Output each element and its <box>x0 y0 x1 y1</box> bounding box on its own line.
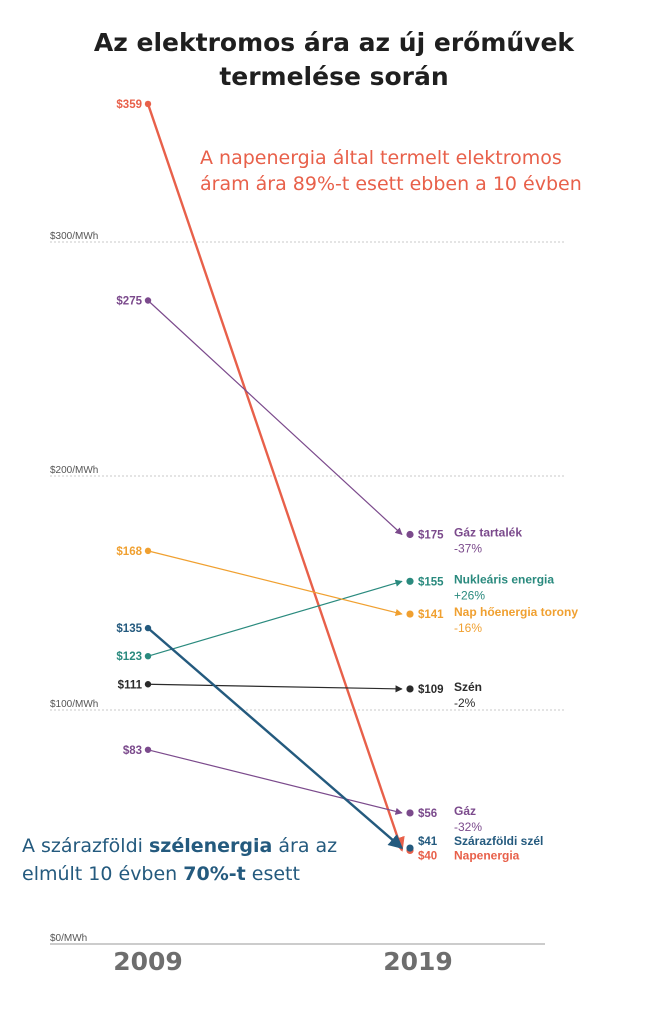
series-change-5: -32% <box>454 820 482 834</box>
end-point-6 <box>406 844 414 852</box>
series-line-5 <box>147 749 403 815</box>
wind-annotation-line-2: elmúlt 10 évben 70%-t esett <box>22 860 382 888</box>
series-lines <box>144 100 414 855</box>
grid-layer: $0/MWh $100/MWh $200/MWh $300/MWh 2009 2019 <box>50 231 565 976</box>
series-change-3: -16% <box>454 621 482 635</box>
end-point-1 <box>406 530 414 539</box>
end-point-4 <box>406 685 414 693</box>
start-value-label-2: $123 <box>116 651 142 663</box>
solar-annotation: A napenergia által termelt elektromos ár… <box>200 145 640 197</box>
wind-annotation-text-d: elmúlt 10 évben <box>22 863 184 885</box>
start-point-2 <box>144 652 152 660</box>
y-tick-label-0: $0/MWh <box>50 933 87 944</box>
end-point-3 <box>406 610 414 618</box>
start-point-6 <box>144 624 152 632</box>
end-value-label-5: $56 <box>418 808 437 820</box>
start-point-1 <box>144 297 152 304</box>
wind-annotation-text-f: esett <box>245 863 300 885</box>
x-tick-label-2019: 2019 <box>383 947 453 976</box>
series-name-3: Nap hőenergia torony <box>454 605 578 619</box>
series-name-4: Szén <box>454 680 482 694</box>
x-tick-label-2009: 2009 <box>113 947 183 976</box>
series-line-2 <box>147 579 403 657</box>
y-tick-label-200: $200/MWh <box>50 465 98 476</box>
series-name-0: Napenergia <box>454 848 520 862</box>
series-name-1: Gáz tartalék <box>454 526 522 540</box>
end-value-label-0: $40 <box>418 850 437 862</box>
series-name-6: Szárazföldi szél <box>454 834 543 848</box>
y-tick-label-100: $100/MWh <box>50 699 98 710</box>
start-value-label-1: $275 <box>116 296 142 308</box>
series-line-4 <box>147 683 403 693</box>
wind-annotation-bold-term: szélenergia <box>148 835 273 857</box>
solar-annotation-line-2: áram ára 89%-t esett ebben a 10 évben <box>200 173 582 195</box>
start-point-4 <box>144 681 152 688</box>
series-name-2: Nukleáris energia <box>454 572 554 586</box>
end-value-label-3: $141 <box>418 609 444 621</box>
start-point-3 <box>144 547 152 555</box>
start-point-5 <box>144 746 152 753</box>
start-point-0 <box>144 100 152 108</box>
series-line-0 <box>146 103 405 852</box>
series-line-1 <box>147 300 403 535</box>
y-tick-label-300: $300/MWh <box>50 231 98 242</box>
chart-title-line-1: Az elektromos ára az új erőművek <box>93 28 575 57</box>
series-line-6 <box>147 627 404 850</box>
series-line-3 <box>147 550 403 616</box>
wind-annotation-text-a: A szárazföldi <box>22 835 149 857</box>
series-change-1: -37% <box>454 542 482 556</box>
labels-layer: $359 $40 Napenergia $275 $175 Gáz tartalék -37… <box>116 99 578 862</box>
wind-annotation: A szárazföldi szélenergia ára az elmúlt … <box>22 832 382 888</box>
series-change-2: +26% <box>454 588 485 602</box>
start-value-label-0: $359 <box>116 99 142 111</box>
end-point-5 <box>406 809 414 817</box>
wind-annotation-bold-percent: 70%-t <box>183 863 246 885</box>
end-value-label-1: $175 <box>418 530 444 542</box>
series-change-4: -2% <box>454 696 476 710</box>
series-name-5: Gáz <box>454 804 476 818</box>
start-value-label-5: $83 <box>123 745 142 757</box>
start-value-label-3: $168 <box>116 546 142 558</box>
wind-annotation-line-1: A szárazföldi szélenergia ára az <box>22 832 382 860</box>
end-point-2 <box>406 577 414 585</box>
start-value-label-6: $135 <box>116 623 142 635</box>
solar-annotation-line-1: A napenergia által termelt elektromos <box>200 147 562 169</box>
end-value-label-2: $155 <box>418 576 444 588</box>
start-value-label-4: $111 <box>118 679 143 691</box>
end-value-label-4: $109 <box>418 684 444 696</box>
wind-annotation-text-c: ára az <box>272 835 338 857</box>
chart-title-line-2: termelése során <box>219 62 449 91</box>
end-value-label-6: $41 <box>418 836 438 848</box>
